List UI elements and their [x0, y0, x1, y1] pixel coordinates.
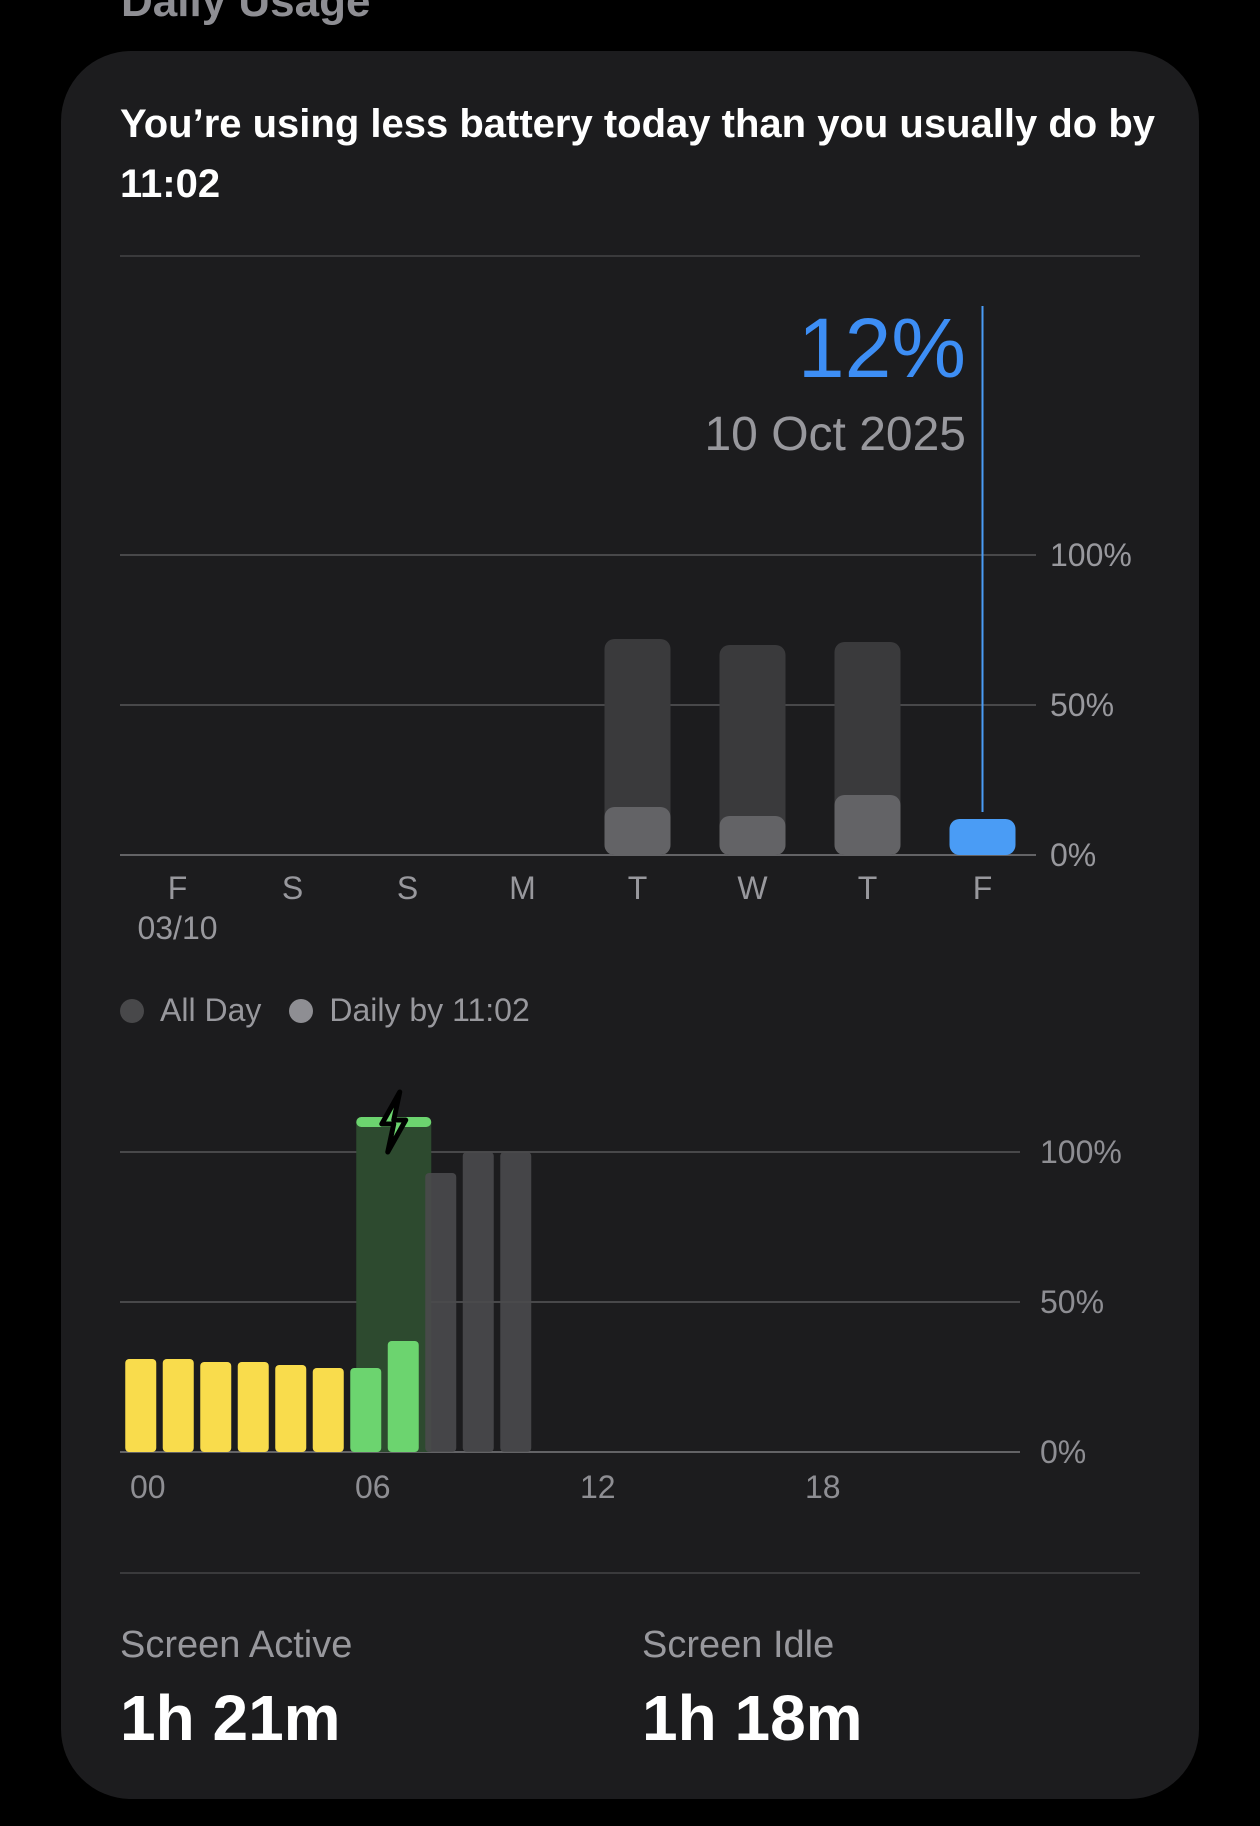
y-tick-label: 0% [1050, 837, 1096, 873]
y-tick-label: 0% [1040, 1434, 1086, 1470]
hour-bar [387, 1341, 419, 1452]
top-divider [120, 255, 1140, 257]
screen-active-label: Screen Active [120, 1624, 353, 1666]
selected-day-bar [949, 819, 1016, 855]
legend-label: Daily by 11:02 [329, 992, 530, 1028]
y-tick-label: 50% [1050, 687, 1114, 723]
selected-day-percentage: 12% [797, 301, 966, 395]
day-label: T [628, 870, 648, 906]
hour-tick-label: 06 [355, 1469, 391, 1505]
day-label: S [282, 870, 303, 906]
hour-bar [200, 1362, 232, 1452]
day-label: F [168, 870, 188, 906]
daily-by-bar [834, 795, 901, 855]
legend-dot-icon [289, 998, 314, 1023]
day-label: W [737, 870, 768, 906]
hour-bar [425, 1173, 457, 1452]
section-title: Daily Usage [121, 0, 371, 26]
selected-day-date: 10 Oct 2025 [704, 408, 966, 461]
hour-bar [500, 1152, 532, 1452]
hour-bar [237, 1362, 269, 1452]
hour-tick-label: 12 [580, 1469, 616, 1505]
hour-bar [350, 1368, 382, 1452]
legend-item-daily-by: Daily by 11:02 [289, 992, 530, 1029]
day-label: M [509, 870, 536, 906]
hour-bar [312, 1368, 344, 1452]
all-day-bar [719, 645, 786, 855]
screen-idle-value: 1h 18m [642, 1682, 863, 1754]
daily-usage-card [61, 51, 1199, 1799]
day-label: T [858, 870, 878, 906]
legend-label: All Day [160, 992, 262, 1028]
legend-dot-icon [120, 998, 144, 1023]
screen-active-value: 1h 21m [120, 1682, 341, 1754]
all-day-bar [604, 639, 671, 855]
legend-item-all-day: All Day [120, 992, 261, 1029]
date-sublabel: 03/10 [137, 910, 217, 946]
screen-idle-label: Screen Idle [642, 1624, 835, 1666]
hour-tick-label: 00 [130, 1469, 166, 1505]
hour-bar [125, 1359, 157, 1452]
y-tick-label: 100% [1050, 537, 1132, 573]
y-tick-label: 50% [1040, 1284, 1104, 1320]
y-tick-label: 100% [1040, 1134, 1122, 1170]
day-label: F [973, 870, 993, 906]
hour-bar [275, 1365, 307, 1452]
lightning-bolt-shape [379, 1089, 409, 1155]
lightning-bolt-icon [379, 1089, 409, 1155]
daily-by-bar [719, 816, 786, 855]
hour-bar [162, 1359, 194, 1452]
hour-bar [462, 1152, 494, 1452]
usage-headline: You’re using less battery today than you… [120, 102, 1156, 206]
stats-divider [120, 1572, 1140, 1574]
day-label: S [397, 870, 418, 906]
hour-tick-label: 18 [805, 1469, 841, 1505]
daily-by-bar [604, 807, 671, 855]
chart-legend: All Day Daily by 11:02 [120, 992, 558, 1029]
